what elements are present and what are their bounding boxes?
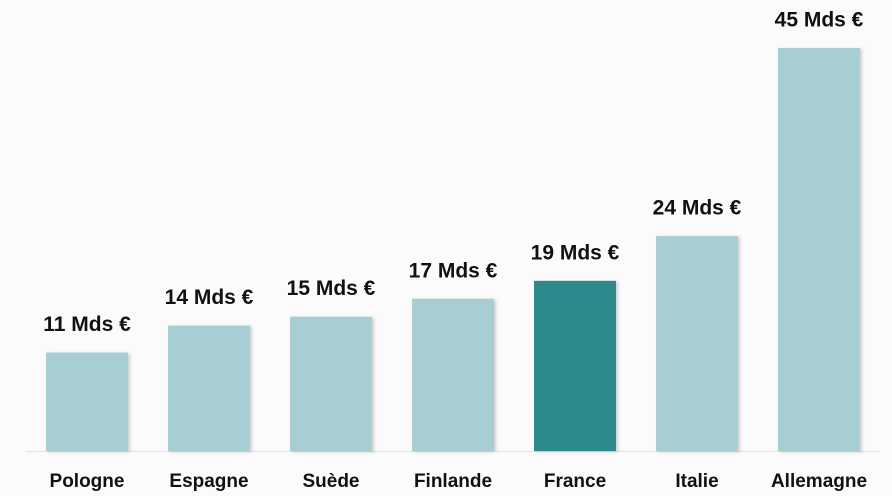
x-tick-label: Pologne [50, 471, 125, 492]
bar [412, 298, 494, 451]
x-tick-label: Suède [302, 471, 359, 492]
value-label: 45 Mds € [775, 9, 864, 32]
bar [46, 352, 128, 451]
bar [168, 325, 250, 451]
value-label: 17 Mds € [409, 259, 498, 282]
x-tick-label: Finlande [414, 471, 492, 492]
bar [656, 236, 738, 451]
value-label: 15 Mds € [287, 277, 376, 300]
x-tick-label: Italie [675, 471, 718, 492]
bar [534, 280, 616, 451]
value-label: 24 Mds € [653, 197, 742, 220]
bar [290, 316, 372, 451]
x-tick-label: France [544, 471, 606, 492]
x-tick-label: Espagne [169, 471, 248, 492]
bar [778, 48, 860, 451]
x-tick-label: Allemagne [771, 471, 867, 492]
value-label: 11 Mds € [43, 313, 131, 336]
value-label: 14 Mds € [165, 286, 254, 309]
value-label: 19 Mds € [531, 241, 620, 264]
